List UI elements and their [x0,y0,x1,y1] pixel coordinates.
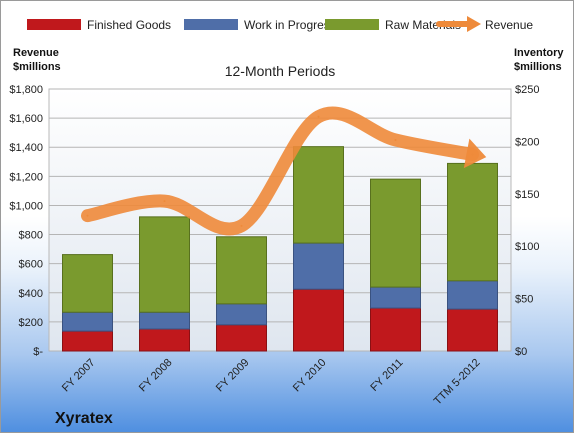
right-tick-label: $100 [515,241,539,253]
bars [62,146,498,352]
bar-raw-materials [293,146,344,244]
right-axis-ticks: $0 $50 $100 $150 $200 $250 [515,84,539,358]
x-axis-labels: FY 2007 FY 2008 FY 2009 FY 2010 FY 2011 TTM 5… [60,357,483,408]
bar-finished-goods [370,307,421,352]
legend-swatch-revenue-arrow [467,16,481,32]
x-tick-label: TTM 5-2012 [432,357,483,408]
left-tick-label: $200 [19,317,43,329]
revenue-point [86,214,89,217]
legend-label-work-in-progress: Work in Progress [244,18,336,32]
x-tick-label: FY 2011 [368,357,405,394]
legend-swatch-finished-goods [27,19,81,30]
bar-raw-materials [216,236,267,305]
bar-raw-materials [139,216,190,313]
revenue-arrowhead [463,138,487,169]
revenue-line-group [81,106,487,236]
bar-finished-goods [139,328,190,352]
right-tick-label: $250 [515,84,539,96]
bar-work-in-progress [447,280,498,310]
bar-finished-goods [216,324,267,352]
plot-area [48,88,512,352]
x-tick-label: FY 2009 [214,357,252,395]
left-axis-ticks: $- $200 $400 $600 $800 $1,000 $1,200 $1,400 $1,6… [9,84,43,358]
revenue-point [163,200,166,203]
legend-label-revenue: Revenue [485,18,533,32]
bar-finished-goods [447,308,498,352]
legend: Finished Goods Work in Progress Raw Mate… [27,16,533,32]
bar-work-in-progress [139,311,190,330]
left-tick-label: $1,000 [9,200,43,212]
left-tick-label: $1,800 [9,84,43,96]
bar-work-in-progress [62,311,113,332]
legend-swatch-raw-materials [325,19,379,30]
legend-label-finished-goods: Finished Goods [87,18,171,32]
revenue-point [471,153,474,156]
revenue-point [240,224,243,227]
right-tick-label: $150 [515,189,539,201]
bar-raw-materials [370,178,421,288]
bar-raw-materials [62,254,113,313]
right-tick-label: $50 [515,294,533,306]
bar-work-in-progress [370,286,421,309]
right-axis-title-line2: $millions [514,61,562,73]
left-tick-label: $400 [19,288,43,300]
right-tick-label: $0 [515,346,527,358]
legend-swatch-work-in-progress [184,19,238,30]
company-name: Xyratex [55,410,113,427]
bar-work-in-progress [216,303,267,326]
left-tick-label: $1,400 [9,142,43,154]
x-tick-label: FY 2008 [137,357,175,395]
revenue-point [394,138,397,141]
x-tick-label: FY 2010 [291,357,329,395]
bar-finished-goods [293,288,344,352]
revenue-point [317,115,320,118]
x-tick-label: FY 2007 [60,357,98,395]
chart-subtitle: 12-Month Periods [225,63,336,79]
left-tick-label: $1,200 [9,171,43,183]
bar-work-in-progress [293,242,344,290]
left-tick-label: $1,600 [9,113,43,125]
bar-finished-goods [62,330,113,352]
left-tick-label: $600 [19,259,43,271]
left-axis-title-line1: Revenue [13,47,59,59]
right-axis-title-line1: Inventory [514,47,564,59]
left-tick-label: $800 [19,230,43,242]
right-tick-label: $200 [515,136,539,148]
left-axis-title-line2: $millions [13,61,61,73]
left-tick-label: $- [33,346,43,358]
bar-raw-materials [447,162,498,282]
